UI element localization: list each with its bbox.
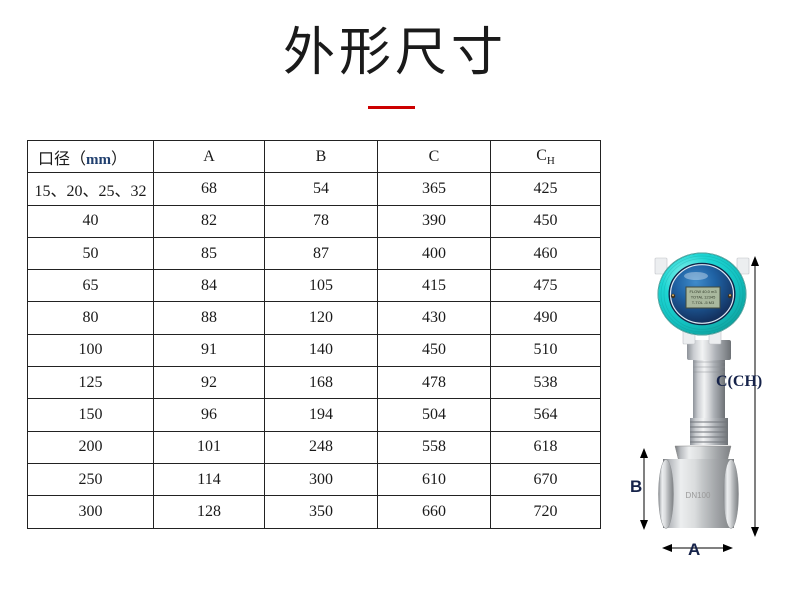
svg-text:TOTAL 12345: TOTAL 12345 <box>691 295 716 300</box>
svg-text:FLOW 40.0 m3: FLOW 40.0 m3 <box>689 289 717 294</box>
svg-text:T-TOL -5 M3: T-TOL -5 M3 <box>692 300 715 305</box>
svg-text:DN100: DN100 <box>686 491 711 500</box>
